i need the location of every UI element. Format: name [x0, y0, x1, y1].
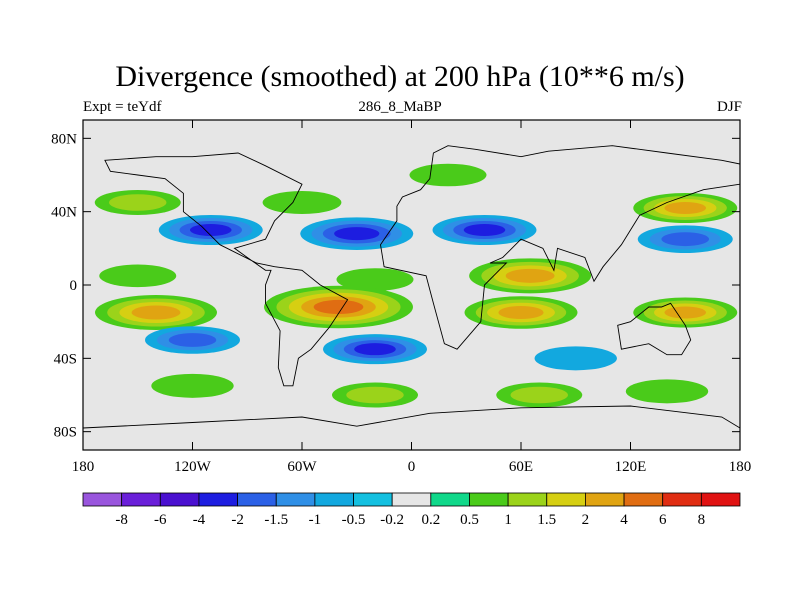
colorbar: -8 -6 -4 -2 -1.5 -1 -0.5 -0.2 0.2 0.5 1 1.5 2 4 6 8 — [82, 492, 741, 528]
colorbar-box-1 — [121, 492, 161, 507]
field-contour-18-0 — [151, 373, 234, 398]
colorbar-label-10: 1 — [504, 512, 512, 528]
colorbar-box-3 — [198, 492, 238, 507]
field-contour-6-3 — [463, 224, 506, 236]
x-tick-label-4: 60E — [509, 459, 533, 475]
colorbar-label-2: -4 — [193, 512, 206, 528]
field-contour-15-2 — [168, 333, 217, 347]
x-tick-label-0: 180 — [72, 459, 95, 475]
field-contour-14-3 — [664, 306, 707, 319]
x-tick-label-5: 120E — [615, 459, 647, 475]
field-contour-8-0 — [99, 264, 177, 288]
colorbar-box-11 — [507, 492, 548, 507]
coastline-3 — [83, 405, 740, 429]
y-tick-label-2: 0 — [70, 278, 78, 294]
colorbar-label-13: 4 — [620, 512, 628, 528]
colorbar-label-0: -8 — [115, 512, 128, 528]
coastline-1 — [104, 152, 349, 387]
colorbar-box-10 — [469, 492, 509, 507]
right-subtitle: DJF — [716, 99, 742, 115]
colorbar-label-3: -2 — [231, 512, 244, 528]
field-contour-12-4 — [313, 299, 364, 315]
field-contour-19-1 — [346, 386, 404, 404]
colorbar-box-4 — [237, 492, 277, 507]
y-tick-label-1: 40N — [51, 205, 77, 221]
field-contour-3-3 — [664, 202, 707, 214]
x-tick-label-3: 0 — [408, 459, 416, 475]
x-tick-label-2: 60W — [287, 459, 317, 475]
coastline-0 — [380, 145, 740, 350]
left-subtitle: Expt = teYdf — [83, 99, 162, 115]
field-contour-21-0 — [625, 379, 709, 404]
field-contour-1-0 — [262, 191, 342, 214]
colorbar-label-7: -0.2 — [380, 512, 404, 528]
field-contour-2-0 — [409, 163, 487, 187]
colorbar-box-12 — [546, 492, 586, 507]
colorbar-label-11: 1.5 — [537, 512, 556, 528]
x-tick-label-6: 180 — [729, 459, 752, 475]
colorbar-box-7 — [353, 492, 393, 507]
field-contour-9-0 — [336, 268, 414, 291]
coastline-layer — [83, 145, 740, 429]
colorbar-box-13 — [585, 492, 625, 507]
colorbar-box-5 — [275, 492, 316, 507]
colorbar-label-5: -1 — [309, 512, 322, 528]
colorbar-box-16 — [700, 492, 741, 507]
field-contour-0-1 — [109, 194, 167, 211]
x-tick-label-1: 120W — [174, 459, 212, 475]
chart-title: Divergence (smoothed) at 200 hPa (10**6 … — [115, 60, 685, 93]
field-contour-20-1 — [510, 386, 568, 404]
colorbar-box-15 — [662, 492, 702, 507]
colorbar-label-6: -0.5 — [342, 512, 366, 528]
colorbar-box-8 — [391, 492, 432, 507]
colorbar-box-14 — [623, 492, 664, 507]
field-contour-16-3 — [354, 343, 396, 356]
y-tick-label-4: 80S — [54, 425, 77, 441]
colorbar-label-8: 0.2 — [421, 512, 440, 528]
colorbar-label-14: 6 — [659, 512, 667, 528]
colorbar-label-9: 0.5 — [460, 512, 479, 528]
y-tick-label-3: 40S — [54, 351, 77, 367]
y-tick-label-0: 80N — [51, 131, 77, 147]
center-subtitle: 286_8_MaBP — [358, 99, 442, 115]
colorbar-label-15: 8 — [698, 512, 706, 528]
field-contour-17-0 — [534, 346, 617, 371]
map-fill-layer — [83, 120, 740, 450]
colorbar-box-9 — [430, 492, 470, 507]
field-contour-13-3 — [498, 306, 544, 319]
colorbar-box-0 — [82, 492, 123, 507]
colorbar-box-2 — [159, 492, 200, 507]
axis-ticks: 180 120W 60W 0 60E 120E 180 80N 40N 0 40S 80S — [51, 120, 751, 475]
field-contour-10-3 — [505, 268, 555, 283]
colorbar-box-6 — [314, 492, 354, 507]
field-contour-11-3 — [131, 305, 181, 320]
field-contour-4-3 — [189, 224, 232, 236]
colorbar-label-4: -1.5 — [264, 512, 288, 528]
coastline-2 — [617, 302, 692, 356]
colorbar-label-12: 2 — [582, 512, 590, 528]
colorbar-label-1: -6 — [154, 512, 167, 528]
field-contour-7-2 — [661, 232, 710, 247]
field-contour-5-3 — [334, 227, 380, 241]
